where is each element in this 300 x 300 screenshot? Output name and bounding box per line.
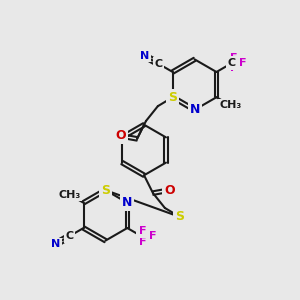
Text: CH₃: CH₃	[220, 100, 242, 110]
Text: S: S	[101, 184, 110, 196]
Text: C: C	[228, 58, 236, 68]
Text: O: O	[164, 184, 175, 196]
Text: N: N	[189, 103, 200, 116]
Text: N: N	[122, 196, 133, 209]
Text: N: N	[51, 239, 60, 249]
Text: F: F	[149, 231, 157, 241]
Text: S: S	[175, 210, 184, 224]
Text: F: F	[230, 63, 237, 74]
Text: F: F	[139, 236, 147, 247]
Text: F: F	[139, 226, 147, 236]
Text: F: F	[230, 53, 237, 63]
Text: C: C	[154, 59, 163, 69]
Text: CH₃: CH₃	[58, 190, 80, 200]
Text: O: O	[116, 129, 126, 142]
Text: N: N	[140, 51, 149, 61]
Text: C: C	[137, 231, 146, 241]
Text: C: C	[65, 231, 74, 241]
Text: F: F	[239, 58, 247, 68]
Text: S: S	[168, 91, 177, 104]
